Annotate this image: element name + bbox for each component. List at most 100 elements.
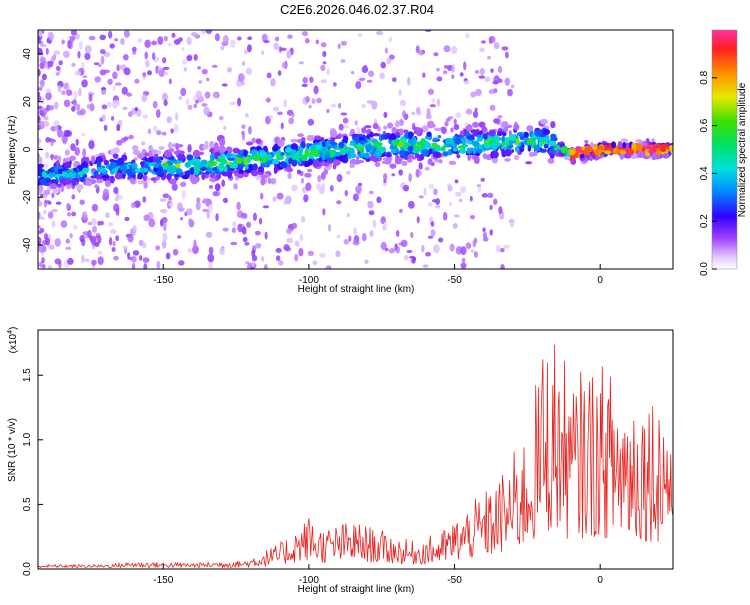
heatmap-ridge-cell bbox=[119, 164, 127, 172]
heatmap-noise-cell bbox=[73, 90, 78, 99]
heatmap-noise-cell bbox=[286, 227, 293, 235]
heatmap-noise-cell bbox=[509, 221, 515, 228]
heatmap-noise-cell bbox=[163, 71, 169, 76]
heatmap-noise-cell bbox=[208, 246, 214, 255]
heatmap-noise-cell bbox=[438, 237, 444, 243]
heatmap-ridge-cell bbox=[399, 140, 405, 148]
top-x-tick-label: -50 bbox=[447, 275, 462, 286]
heatmap-noise-cell bbox=[113, 203, 120, 213]
heatmap-noise-cell bbox=[38, 142, 41, 147]
heatmap-ridge-cell bbox=[470, 129, 478, 134]
heatmap-ridge-cell bbox=[481, 125, 487, 132]
heatmap-noise-cell bbox=[122, 106, 128, 110]
heatmap-ridge-cell bbox=[450, 127, 454, 133]
heatmap-ridge-cell bbox=[41, 171, 47, 178]
heatmap-ridge-cell bbox=[209, 173, 216, 178]
heatmap-ridge-cell bbox=[635, 143, 643, 151]
heatmap-noise-cell bbox=[357, 33, 363, 38]
heatmap-ridge-cell bbox=[325, 151, 331, 158]
heatmap-ridge-cell bbox=[167, 141, 173, 149]
heatmap-noise-cell bbox=[53, 101, 59, 110]
heatmap-ridge-cell bbox=[273, 166, 278, 174]
heatmap-cells bbox=[38, 30, 673, 269]
heatmap-noise-cell bbox=[186, 208, 193, 216]
heatmap-ridge-cell bbox=[383, 125, 388, 130]
heatmap-noise-cell bbox=[255, 242, 262, 249]
heatmap-noise-cell bbox=[497, 114, 503, 119]
heatmap-noise-cell bbox=[88, 93, 93, 103]
heatmap-noise-cell bbox=[244, 113, 249, 118]
heatmap-noise-cell bbox=[214, 33, 220, 42]
heatmap-noise-cell bbox=[162, 57, 167, 64]
heatmap-noise-cell bbox=[84, 258, 90, 263]
heatmap-ridge-cell bbox=[526, 125, 534, 132]
heatmap-noise-cell bbox=[122, 245, 128, 250]
heatmap-ridge-cell bbox=[85, 180, 93, 187]
heatmap-noise-cell bbox=[152, 125, 158, 132]
heatmap-ridge-cell bbox=[277, 139, 285, 147]
heatmap-noise-cell bbox=[402, 110, 407, 118]
heatmap-noise-cell bbox=[157, 36, 164, 45]
heatmap-noise-cell bbox=[45, 88, 52, 94]
heatmap-noise-cell bbox=[41, 257, 45, 264]
heatmap-ridge-cell bbox=[366, 134, 371, 140]
heatmap-ridge-cell bbox=[542, 129, 551, 136]
heatmap-noise-cell bbox=[287, 34, 293, 39]
heatmap-noise-cell bbox=[359, 77, 366, 82]
heatmap-noise-cell bbox=[472, 239, 477, 248]
heatmap-noise-cell bbox=[368, 70, 375, 77]
heatmap-noise-cell bbox=[46, 60, 54, 68]
heatmap-noise-cell bbox=[45, 91, 52, 101]
heatmap-noise-cell bbox=[127, 234, 134, 243]
heatmap-noise-cell bbox=[368, 190, 374, 195]
heatmap-noise-cell bbox=[263, 263, 268, 269]
heatmap-noise-cell bbox=[474, 107, 478, 113]
heatmap-ridge-cell bbox=[401, 160, 408, 167]
heatmap-ridge-cell bbox=[438, 159, 443, 164]
heatmap-noise-cell bbox=[374, 162, 381, 167]
heatmap-ridge-cell bbox=[255, 145, 262, 152]
heatmap-ridge-cell bbox=[109, 161, 117, 169]
heatmap-noise-cell bbox=[116, 139, 123, 146]
heatmap-noise-cell bbox=[327, 223, 332, 232]
heatmap-noise-cell bbox=[445, 118, 451, 122]
heatmap-ridge-cell bbox=[488, 129, 497, 137]
heatmap-ridge-cell bbox=[631, 142, 637, 151]
heatmap-noise-cell bbox=[107, 78, 113, 85]
heatmap-ridge-cell bbox=[456, 154, 461, 159]
heatmap-noise-cell bbox=[459, 72, 464, 77]
heatmap-ridge-cell bbox=[619, 149, 624, 155]
heatmap-noise-cell bbox=[89, 103, 95, 112]
heatmap-noise-cell bbox=[465, 242, 472, 249]
heatmap-ridge-cell bbox=[64, 149, 70, 156]
heatmap-ridge-cell bbox=[504, 148, 512, 157]
heatmap-noise-cell bbox=[408, 173, 413, 183]
heatmap-noise-cell bbox=[50, 154, 54, 161]
heatmap-ridge-cell bbox=[312, 160, 319, 168]
heatmap-ridge-cell bbox=[395, 147, 399, 154]
heatmap-noise-cell bbox=[376, 196, 382, 204]
heatmap-ridge-cell bbox=[509, 138, 513, 147]
heatmap-noise-cell bbox=[421, 244, 425, 253]
heatmap-noise-cell bbox=[272, 196, 277, 202]
heatmap-ridge-cell bbox=[144, 157, 150, 162]
heatmap-ridge-cell bbox=[290, 143, 299, 151]
heatmap-ridge-cell bbox=[39, 178, 47, 184]
heatmap-noise-cell bbox=[498, 206, 503, 214]
heatmap-noise-cell bbox=[497, 65, 503, 74]
heatmap-noise-cell bbox=[222, 35, 229, 45]
heatmap-noise-cell bbox=[69, 232, 73, 239]
heatmap-ridge-cell bbox=[156, 149, 162, 155]
heatmap-noise-cell bbox=[79, 199, 85, 205]
bottom-x-tick-label: -150 bbox=[153, 575, 173, 586]
heatmap-noise-cell bbox=[380, 61, 387, 69]
heatmap-noise-cell bbox=[86, 104, 91, 109]
heatmap-ridge-cell bbox=[173, 150, 180, 155]
heatmap-noise-cell bbox=[274, 36, 280, 42]
heatmap-ridge-cell bbox=[190, 167, 195, 175]
heatmap-noise-cell bbox=[230, 39, 236, 48]
heatmap-noise-cell bbox=[142, 257, 150, 263]
heatmap-noise-cell bbox=[38, 30, 43, 37]
heatmap-noise-cell bbox=[237, 223, 243, 233]
heatmap-noise-cell bbox=[319, 252, 326, 259]
